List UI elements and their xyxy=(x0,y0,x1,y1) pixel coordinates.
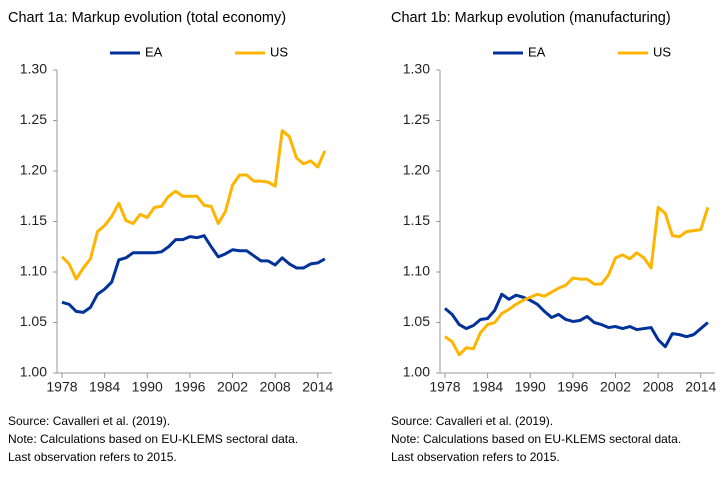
series-line xyxy=(61,234,326,314)
series-line xyxy=(443,292,709,349)
y-tick-label: 1.10 xyxy=(403,263,430,279)
y-tick-label: 1.30 xyxy=(403,61,430,77)
x-tick-label: 1978 xyxy=(46,379,77,395)
note: Source: Cavalleri et al. (2019). xyxy=(8,414,170,428)
chart: Chart 1a: Markup evolution (total econom… xyxy=(8,10,334,464)
x-tick-label: 1984 xyxy=(89,379,120,395)
y-tick-label: 1.10 xyxy=(20,263,47,279)
y-tick-label: 1.00 xyxy=(403,364,430,380)
x-tick-label: 1990 xyxy=(515,379,546,395)
x-tick-label: 1978 xyxy=(429,379,460,395)
x-tick-label: 2014 xyxy=(302,379,333,395)
chart-title: Chart 1a: Markup evolution (total econom… xyxy=(8,10,286,26)
legend-label: EA xyxy=(145,44,163,59)
x-tick-label: 1984 xyxy=(472,379,503,395)
legend-label: EA xyxy=(528,44,546,59)
x-tick-label: 1996 xyxy=(557,379,588,395)
note: Last observation refers to 2015. xyxy=(391,450,560,464)
y-tick-label: 1.20 xyxy=(20,162,47,178)
y-tick-label: 1.15 xyxy=(403,212,430,228)
series-line xyxy=(60,129,327,281)
x-tick-label: 2002 xyxy=(600,379,631,395)
y-tick-label: 1.25 xyxy=(20,111,47,127)
y-tick-label: 1.05 xyxy=(20,313,47,329)
y-tick-label: 1.00 xyxy=(20,364,47,380)
y-tick-label: 1.05 xyxy=(403,313,430,329)
y-tick-label: 1.15 xyxy=(20,212,47,228)
y-tick-label: 1.25 xyxy=(403,111,430,127)
x-tick-label: 2014 xyxy=(685,379,716,395)
x-tick-label: 2002 xyxy=(217,379,248,395)
legend-label: US xyxy=(653,44,671,59)
chart: Chart 1b: Markup evolution (manufacturin… xyxy=(391,10,717,464)
y-tick-label: 1.20 xyxy=(403,162,430,178)
x-tick-label: 1990 xyxy=(132,379,163,395)
x-tick-label: 1996 xyxy=(174,379,205,395)
y-tick-label: 1.30 xyxy=(20,61,47,77)
note: Note: Calculations based on EU-KLEMS sec… xyxy=(391,432,681,446)
chart-title: Chart 1b: Markup evolution (manufacturin… xyxy=(391,10,671,26)
note: Note: Calculations based on EU-KLEMS sec… xyxy=(8,432,298,446)
note: Last observation refers to 2015. xyxy=(8,450,177,464)
x-tick-label: 2008 xyxy=(643,379,674,395)
x-tick-label: 2008 xyxy=(260,379,291,395)
series-line xyxy=(444,205,710,357)
legend-label: US xyxy=(270,44,288,59)
note: Source: Cavalleri et al. (2019). xyxy=(391,414,553,428)
